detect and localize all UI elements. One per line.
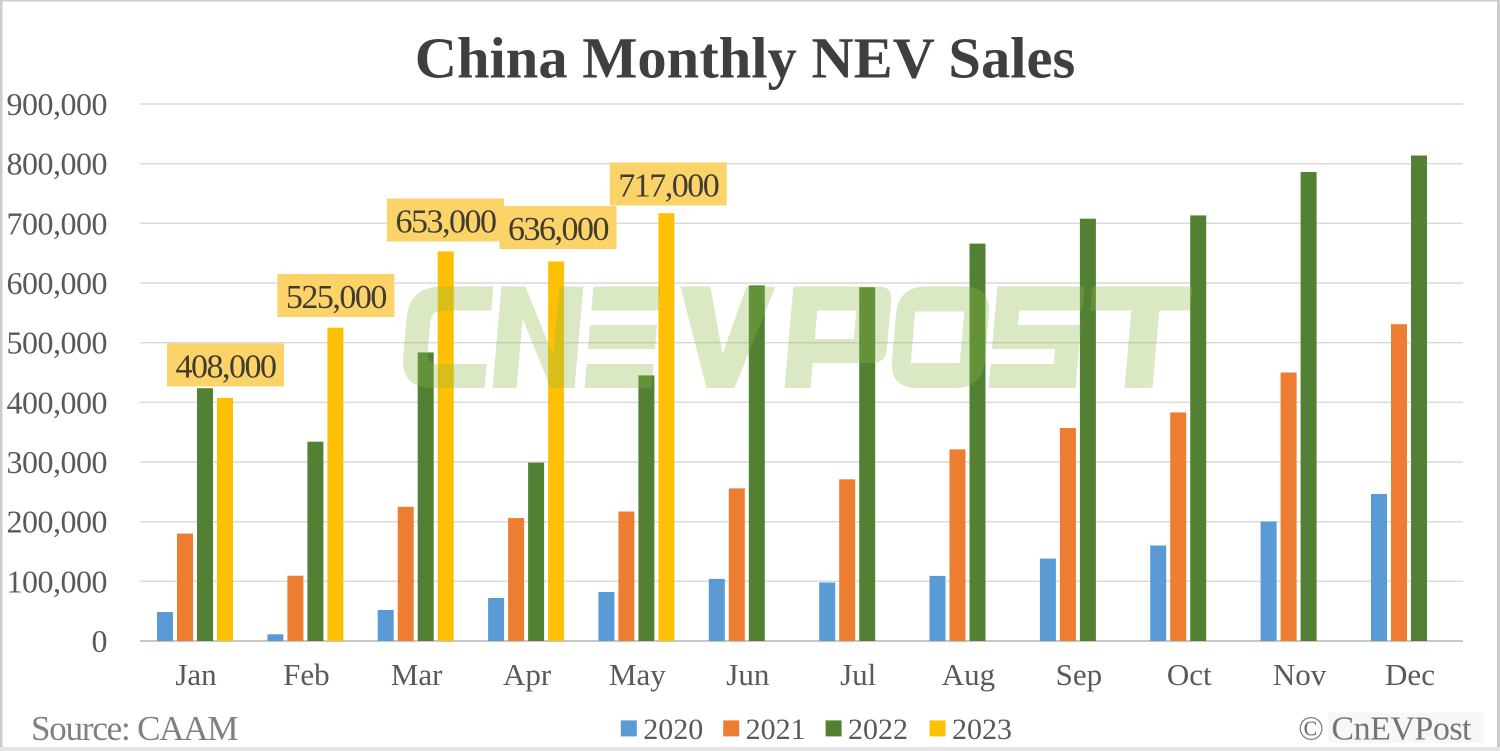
- svg-text:600,000: 600,000: [7, 265, 108, 301]
- svg-text:© CnEVPost: © CnEVPost: [1298, 711, 1472, 748]
- svg-text:Sep: Sep: [1056, 657, 1103, 692]
- svg-text:653,000: 653,000: [396, 204, 497, 241]
- svg-text:900,000: 900,000: [7, 86, 108, 122]
- svg-text:100,000: 100,000: [7, 563, 108, 599]
- svg-text:800,000: 800,000: [7, 146, 108, 182]
- svg-text:Jul: Jul: [840, 657, 876, 692]
- svg-text:2020: 2020: [643, 713, 703, 746]
- svg-text:Feb: Feb: [283, 657, 330, 692]
- svg-text:May: May: [609, 657, 666, 692]
- svg-text:Dec: Dec: [1385, 657, 1435, 692]
- svg-text:717,000: 717,000: [618, 168, 719, 205]
- svg-text:Nov: Nov: [1273, 657, 1327, 692]
- svg-text:Jan: Jan: [175, 657, 217, 692]
- svg-text:500,000: 500,000: [7, 325, 108, 361]
- svg-text:Apr: Apr: [503, 657, 552, 692]
- svg-text:300,000: 300,000: [7, 444, 108, 480]
- svg-text:408,000: 408,000: [176, 349, 277, 386]
- svg-text:636,000: 636,000: [508, 211, 609, 248]
- svg-text:2022: 2022: [848, 713, 908, 746]
- svg-text:525,000: 525,000: [286, 279, 387, 316]
- svg-text:Source: CAAM: Source: CAAM: [31, 709, 238, 748]
- svg-text:0: 0: [92, 623, 108, 659]
- svg-text:2021: 2021: [746, 713, 806, 746]
- svg-text:2023: 2023: [952, 713, 1012, 746]
- svg-text:Mar: Mar: [391, 657, 443, 692]
- svg-text:Aug: Aug: [942, 657, 995, 692]
- svg-text:Jun: Jun: [726, 657, 770, 692]
- svg-text:Oct: Oct: [1167, 657, 1212, 692]
- svg-text:200,000: 200,000: [7, 504, 108, 540]
- svg-text:400,000: 400,000: [7, 384, 108, 420]
- svg-text:700,000: 700,000: [7, 205, 108, 241]
- svg-text:China Monthly NEV Sales: China Monthly NEV Sales: [415, 26, 1075, 91]
